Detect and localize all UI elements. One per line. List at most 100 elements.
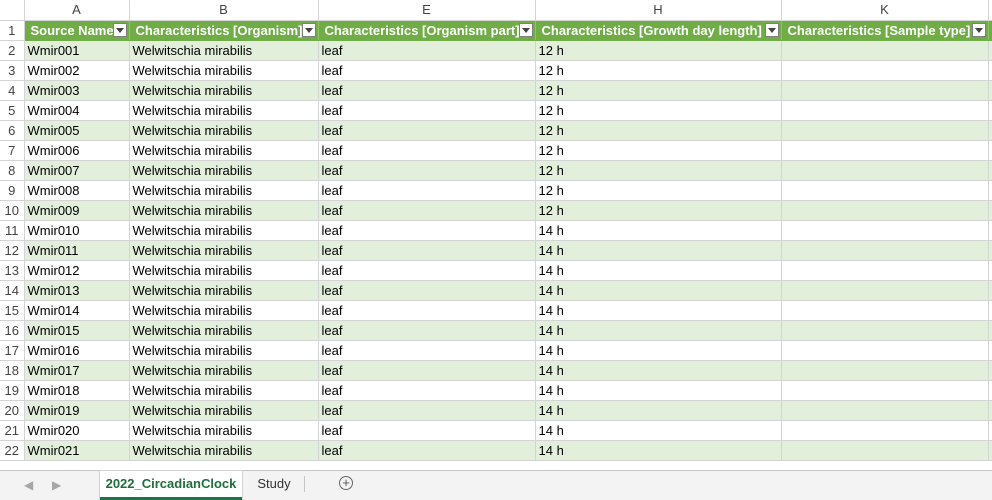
table-cell[interactable]: leaf xyxy=(318,380,536,401)
table-cell[interactable]: 14 h xyxy=(535,220,782,241)
table-cell-partial[interactable] xyxy=(988,300,992,321)
column-header-b[interactable]: B xyxy=(129,0,319,21)
table-cell-partial[interactable] xyxy=(988,40,992,61)
table-cell-partial[interactable] xyxy=(988,220,992,241)
table-cell[interactable]: Wmir012 xyxy=(24,260,130,281)
column-header-k[interactable]: K xyxy=(781,0,989,21)
table-cell[interactable]: Welwitschia mirabilis xyxy=(129,420,319,441)
table-cell[interactable]: Welwitschia mirabilis xyxy=(129,360,319,381)
row-number[interactable]: 1 xyxy=(0,20,25,41)
table-cell[interactable]: 12 h xyxy=(535,140,782,161)
table-cell[interactable]: Wmir004 xyxy=(24,100,130,121)
row-number[interactable]: 20 xyxy=(0,400,25,421)
table-cell[interactable] xyxy=(781,180,989,201)
table-cell-partial[interactable] xyxy=(988,260,992,281)
table-cell[interactable] xyxy=(781,160,989,181)
table-cell[interactable]: Wmir005 xyxy=(24,120,130,141)
column-header-e[interactable]: E xyxy=(318,0,536,21)
table-cell[interactable]: Welwitschia mirabilis xyxy=(129,300,319,321)
table-cell-partial[interactable] xyxy=(988,380,992,401)
header-cell-source-name[interactable]: Source Name xyxy=(24,20,130,41)
plus-circle-icon[interactable]: + xyxy=(339,476,353,490)
table-cell[interactable]: Wmir008 xyxy=(24,180,130,201)
row-number[interactable]: 13 xyxy=(0,260,25,281)
table-cell[interactable]: Welwitschia mirabilis xyxy=(129,280,319,301)
row-number[interactable]: 22 xyxy=(0,440,25,461)
table-cell[interactable]: leaf xyxy=(318,240,536,261)
table-cell[interactable]: Welwitschia mirabilis xyxy=(129,440,319,461)
table-cell[interactable]: 12 h xyxy=(535,160,782,181)
table-cell[interactable] xyxy=(781,100,989,121)
column-header-a[interactable]: A xyxy=(24,0,130,21)
table-cell[interactable]: 12 h xyxy=(535,180,782,201)
table-cell[interactable]: leaf xyxy=(318,340,536,361)
filter-dropdown-icon[interactable] xyxy=(301,22,316,37)
table-cell[interactable]: 14 h xyxy=(535,320,782,341)
table-cell-partial[interactable] xyxy=(988,360,992,381)
column-header-partial[interactable] xyxy=(988,0,992,21)
column-header-h[interactable]: H xyxy=(535,0,782,21)
table-cell[interactable]: Welwitschia mirabilis xyxy=(129,60,319,81)
table-cell[interactable]: leaf xyxy=(318,40,536,61)
table-cell-partial[interactable] xyxy=(988,140,992,161)
table-cell[interactable]: Wmir011 xyxy=(24,240,130,261)
table-cell[interactable]: 14 h xyxy=(535,400,782,421)
chevron-right-icon[interactable]: ▶ xyxy=(52,478,62,492)
filter-dropdown-icon[interactable] xyxy=(518,22,533,37)
table-cell[interactable]: 14 h xyxy=(535,280,782,301)
table-cell[interactable]: 14 h xyxy=(535,240,782,261)
table-cell[interactable]: 14 h xyxy=(535,420,782,441)
table-cell[interactable]: 14 h xyxy=(535,380,782,401)
header-cell-organism[interactable]: Characteristics [Organism] xyxy=(129,20,319,41)
table-cell[interactable]: leaf xyxy=(318,420,536,441)
table-cell[interactable]: Welwitschia mirabilis xyxy=(129,260,319,281)
table-cell[interactable]: 12 h xyxy=(535,40,782,61)
table-cell[interactable] xyxy=(781,400,989,421)
table-cell[interactable]: leaf xyxy=(318,120,536,141)
table-cell[interactable]: leaf xyxy=(318,440,536,461)
header-cell-growth-day-length[interactable]: Characteristics [Growth day length] xyxy=(535,20,782,41)
row-number[interactable]: 4 xyxy=(0,80,25,101)
table-cell[interactable] xyxy=(781,40,989,61)
table-cell[interactable]: 12 h xyxy=(535,80,782,101)
spreadsheet-grid[interactable]: A B E H K 1 Source Name Characteristics … xyxy=(0,0,992,470)
table-cell[interactable]: 12 h xyxy=(535,100,782,121)
table-cell[interactable] xyxy=(781,80,989,101)
row-number[interactable]: 9 xyxy=(0,180,25,201)
table-cell[interactable] xyxy=(781,60,989,81)
table-cell[interactable]: 12 h xyxy=(535,60,782,81)
row-number[interactable]: 11 xyxy=(0,220,25,241)
table-cell[interactable]: 14 h xyxy=(535,260,782,281)
table-cell[interactable] xyxy=(781,320,989,341)
table-cell[interactable]: Wmir010 xyxy=(24,220,130,241)
table-cell[interactable]: 12 h xyxy=(535,120,782,141)
table-cell[interactable] xyxy=(781,300,989,321)
table-cell[interactable]: 14 h xyxy=(535,440,782,461)
table-cell[interactable]: Welwitschia mirabilis xyxy=(129,380,319,401)
table-cell[interactable]: Welwitschia mirabilis xyxy=(129,80,319,101)
table-cell-partial[interactable] xyxy=(988,440,992,461)
table-cell[interactable] xyxy=(781,260,989,281)
table-cell[interactable]: leaf xyxy=(318,400,536,421)
chevron-left-icon[interactable]: ◀ xyxy=(24,478,34,492)
filter-dropdown-icon[interactable] xyxy=(764,22,779,37)
table-cell[interactable]: Wmir018 xyxy=(24,380,130,401)
row-number[interactable]: 5 xyxy=(0,100,25,121)
table-cell[interactable]: Wmir009 xyxy=(24,200,130,221)
table-cell-partial[interactable] xyxy=(988,240,992,261)
table-cell[interactable]: Welwitschia mirabilis xyxy=(129,400,319,421)
table-cell-partial[interactable] xyxy=(988,400,992,421)
table-cell[interactable]: 14 h xyxy=(535,340,782,361)
row-number[interactable]: 17 xyxy=(0,340,25,361)
table-cell[interactable]: leaf xyxy=(318,100,536,121)
table-cell[interactable]: Welwitschia mirabilis xyxy=(129,140,319,161)
table-cell[interactable] xyxy=(781,280,989,301)
row-number[interactable]: 3 xyxy=(0,60,25,81)
table-cell[interactable]: leaf xyxy=(318,220,536,241)
header-cell-partial[interactable] xyxy=(988,20,992,41)
table-cell[interactable]: Welwitschia mirabilis xyxy=(129,240,319,261)
table-cell[interactable]: leaf xyxy=(318,260,536,281)
row-number[interactable]: 12 xyxy=(0,240,25,261)
select-all-corner[interactable] xyxy=(0,0,25,21)
table-cell[interactable]: 12 h xyxy=(535,200,782,221)
